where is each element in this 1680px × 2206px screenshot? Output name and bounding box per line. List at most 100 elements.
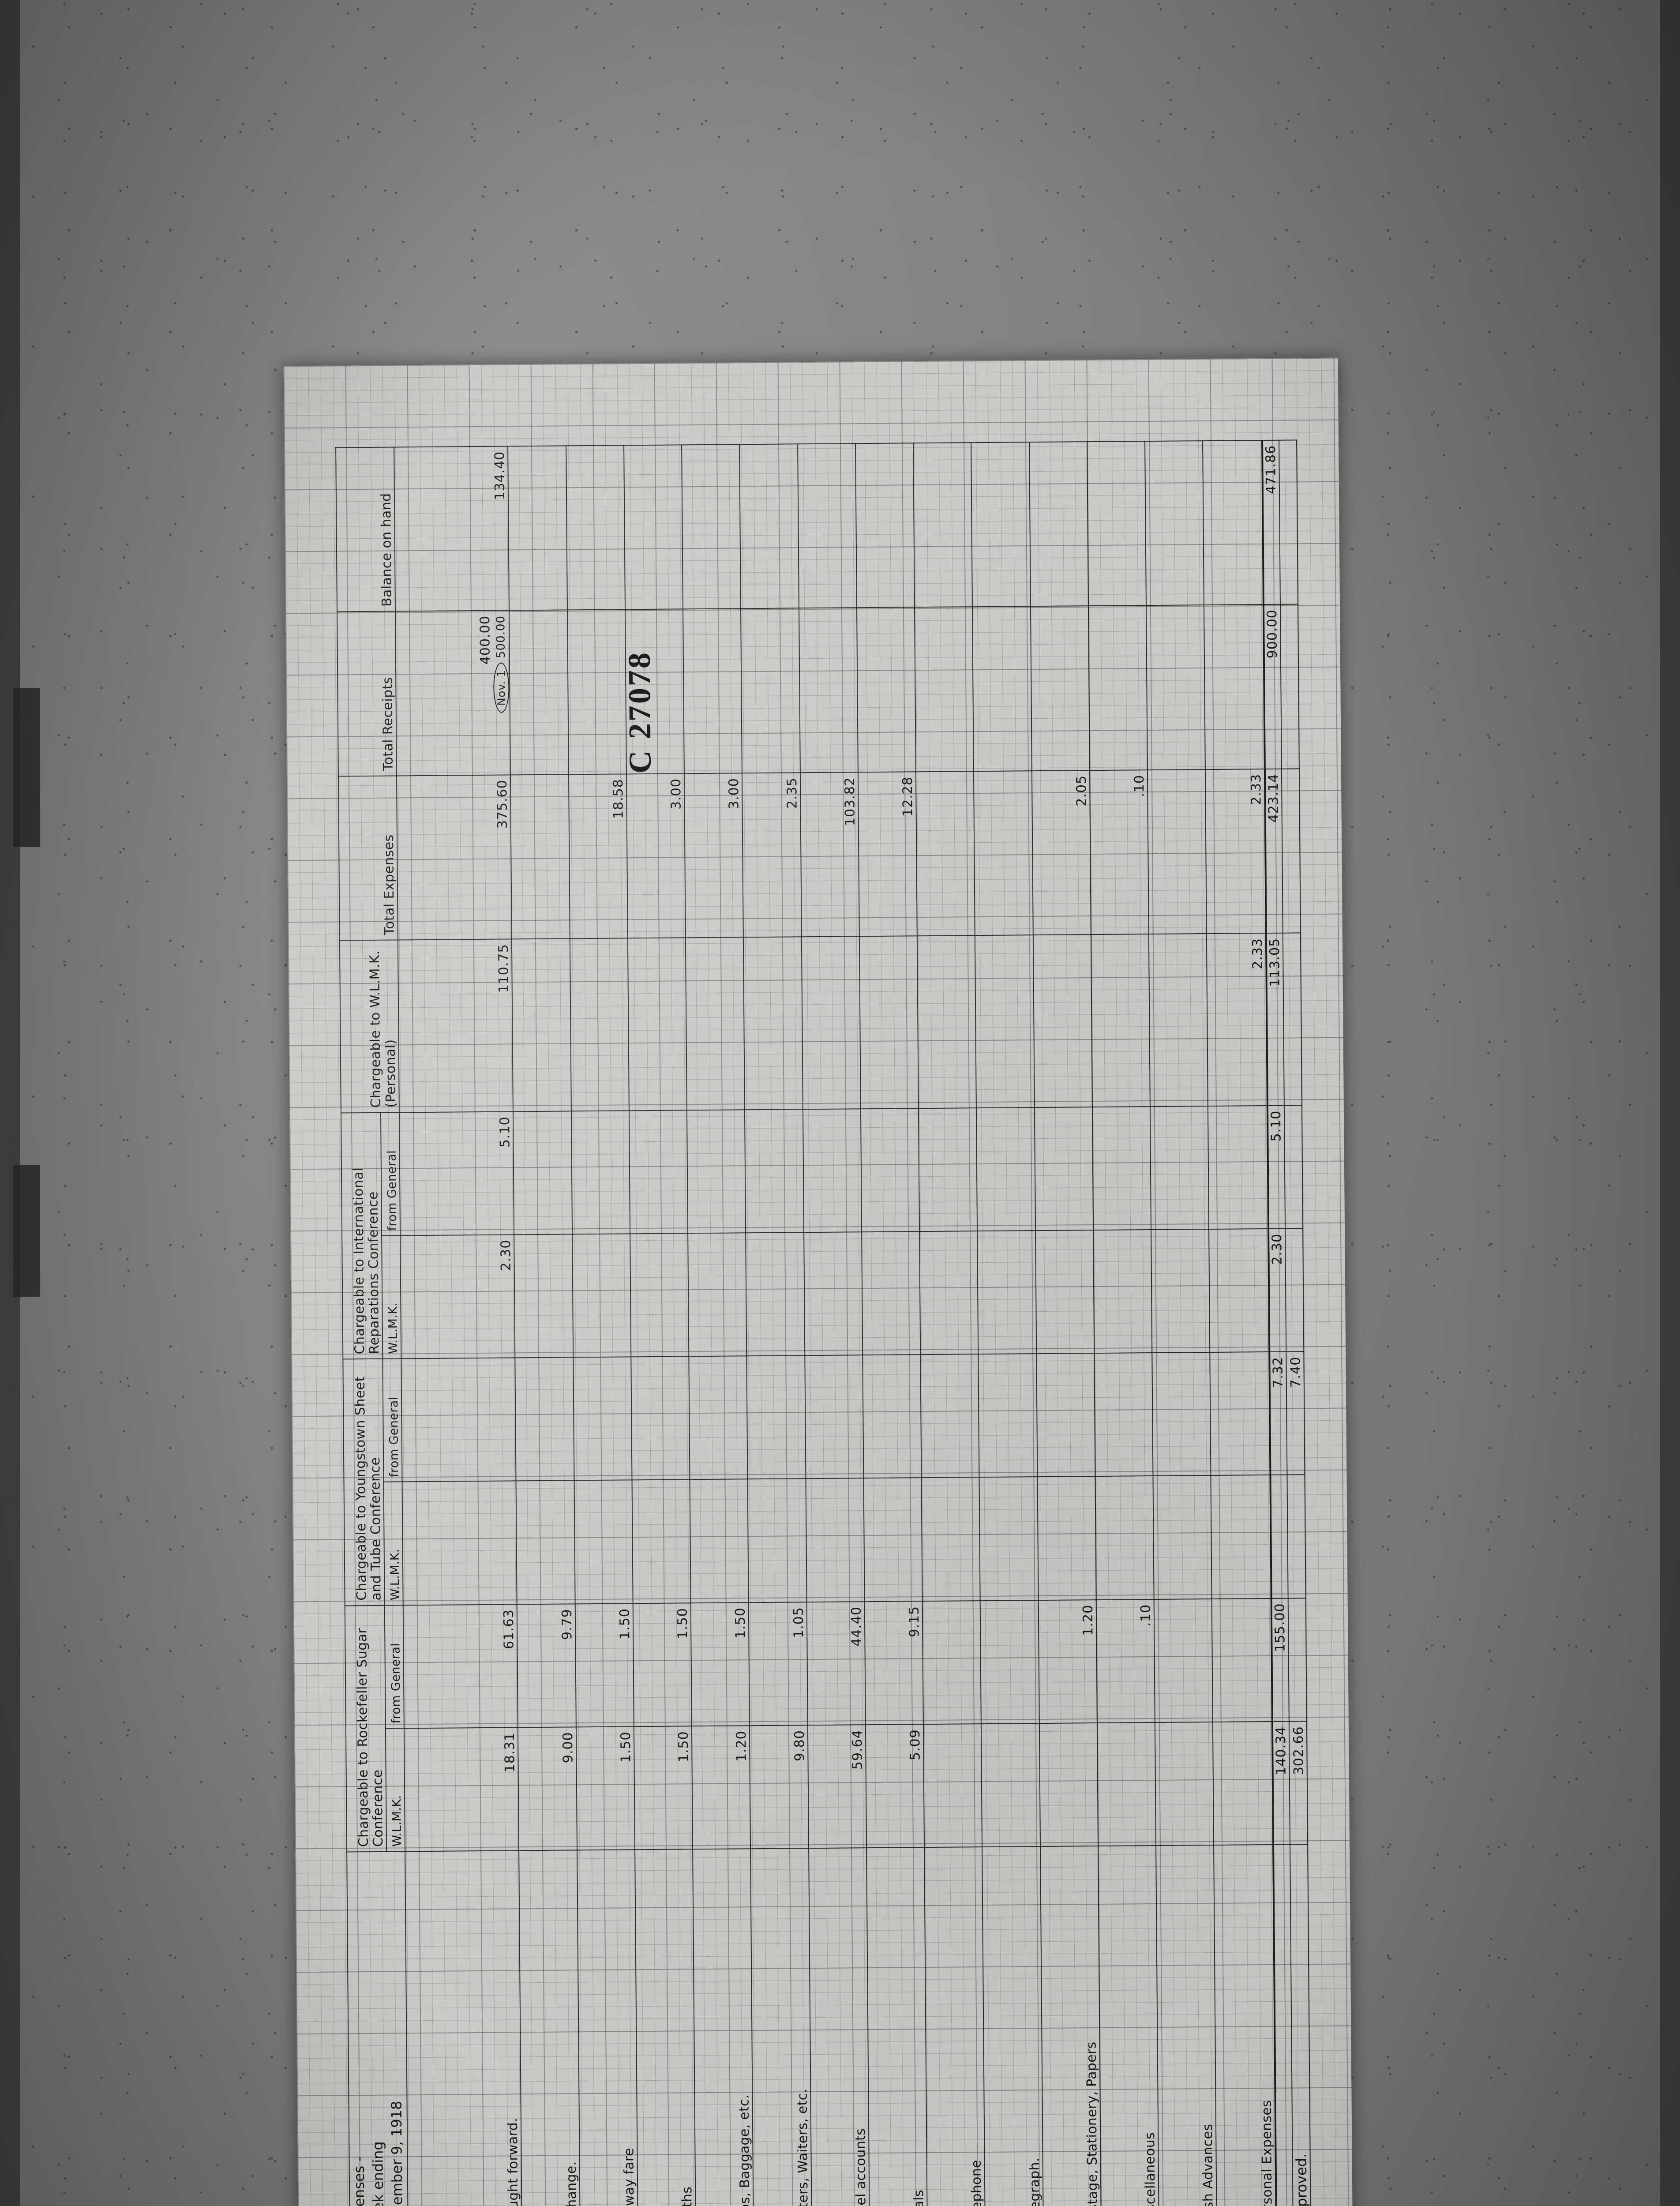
row-label: Postage, Stationery, Papers bbox=[1040, 1846, 1101, 2206]
cell-youngstown-wlmk bbox=[402, 1481, 518, 1606]
cell-total-receipts bbox=[683, 608, 742, 774]
header-total-expenses: Total Expenses bbox=[338, 776, 398, 941]
film-edge-left bbox=[0, 0, 20, 2206]
cell-total-receipts bbox=[567, 609, 626, 775]
cell-rockefeller-wlmk bbox=[980, 1600, 1039, 1724]
header-youngstown-wlmk: W.L.M.K. bbox=[383, 1482, 403, 1606]
cell-rockefeller-wlmk: 9.79 bbox=[517, 1604, 576, 1728]
cell-youngstown-general bbox=[631, 1356, 690, 1480]
header-rockefeller-group: Chargeable to Rockefeller Sugar Conferen… bbox=[345, 1605, 386, 1852]
film-sprocket-mark bbox=[13, 1165, 40, 1297]
cell-international-general bbox=[571, 1111, 630, 1234]
cell-balance-on-hand bbox=[1203, 440, 1264, 605]
cell-rockefeller-general bbox=[1097, 1722, 1156, 1846]
cell-rockefeller-general bbox=[1155, 1722, 1214, 1846]
totals-wlmk-personal: 113.05 bbox=[1266, 933, 1285, 1106]
title-line-1: Expenses - bbox=[350, 2156, 368, 2206]
grand-total-spacer-h bbox=[1279, 440, 1298, 605]
cell-rockefeller-general: 9.00 bbox=[518, 1727, 577, 1851]
cell-youngstown-general bbox=[689, 1356, 748, 1480]
cell-wlmk-personal bbox=[975, 935, 1035, 1108]
cell-international-general bbox=[802, 1109, 862, 1233]
cell-total-receipts bbox=[741, 608, 800, 773]
cell-international-wlmk bbox=[861, 1231, 921, 1355]
cell-international-general: 5.10 bbox=[399, 1111, 514, 1236]
cell-total-expenses: 2.35 bbox=[742, 772, 802, 938]
film-sprocket-mark bbox=[13, 688, 40, 847]
expense-ledger-table: Expenses - Week ending November 9, 1918 … bbox=[335, 439, 1311, 2206]
cell-international-wlmk bbox=[688, 1233, 747, 1357]
cell-youngstown-wlmk bbox=[863, 1478, 922, 1602]
title-line-2: Week ending bbox=[369, 2141, 387, 2206]
cell-balance-on-hand bbox=[1029, 442, 1088, 607]
cell-wlmk-personal: 110.75 bbox=[398, 939, 514, 1113]
row-label: Telegraph. bbox=[982, 1846, 1043, 2206]
cell-rockefeller-general: 5.09 bbox=[865, 1724, 925, 1848]
cell-total-receipts bbox=[915, 607, 974, 772]
row-label: Hotel accounts bbox=[808, 1848, 870, 2206]
cell-rockefeller-general: 1.20 bbox=[692, 1726, 751, 1850]
cell-rockefeller-general: 9.80 bbox=[750, 1725, 809, 1849]
cell-rockefeller-wlmk: .10 bbox=[1096, 1599, 1155, 1723]
cell-youngstown-wlmk bbox=[921, 1477, 981, 1601]
cell-international-general bbox=[745, 1109, 804, 1233]
row-label: Meals bbox=[866, 1847, 928, 2206]
cell-total-receipts bbox=[1030, 606, 1090, 771]
receipt-note-date: Nov. 1 bbox=[493, 662, 510, 713]
cell-total-expenses: .10 bbox=[1089, 769, 1149, 935]
ledger-title-cell: Expenses - Week ending November 9, 1918 bbox=[347, 1851, 408, 2206]
cell-balance-on-hand bbox=[566, 445, 625, 610]
cell-rockefeller-wlmk: 9.15 bbox=[864, 1601, 923, 1725]
cell-international-wlmk bbox=[572, 1234, 631, 1358]
cell-international-general bbox=[919, 1108, 978, 1232]
cell-youngstown-general bbox=[1036, 1353, 1095, 1477]
cell-balance-on-hand bbox=[1087, 441, 1147, 606]
cell-youngstown-general bbox=[1210, 1352, 1271, 1476]
cell-balance-on-hand bbox=[624, 445, 683, 610]
cell-total-expenses: 2.05 bbox=[1031, 770, 1091, 935]
cell-youngstown-general bbox=[573, 1357, 632, 1481]
cell-total-expenses bbox=[916, 771, 975, 936]
cell-youngstown-wlmk bbox=[690, 1479, 749, 1603]
row-label: Miscellaneous bbox=[1098, 1846, 1159, 2206]
header-rockefeller-general: from General bbox=[384, 1605, 404, 1729]
ledger-sheet: Expenses - Week ending November 9, 1918 … bbox=[283, 357, 1354, 2206]
cell-total-expenses bbox=[510, 774, 570, 939]
cell-youngstown-wlmk bbox=[1153, 1475, 1212, 1599]
cell-total-expenses: 375.60 bbox=[396, 775, 512, 940]
header-rockefeller-wlmk: W.L.M.K. bbox=[385, 1728, 405, 1852]
row-label: Railway fare bbox=[577, 1850, 638, 2206]
row-label: Brought forward. bbox=[405, 1850, 522, 2206]
cell-youngstown-general bbox=[746, 1355, 806, 1479]
row-label: Cash Advances bbox=[1156, 1845, 1217, 2206]
cell-wlmk-personal bbox=[743, 937, 803, 1110]
cell-youngstown-wlmk bbox=[574, 1480, 633, 1604]
cell-total-receipts bbox=[856, 607, 916, 772]
header-international-group: Chargeable to International Reparations … bbox=[341, 1112, 383, 1359]
row-label: Exchange. bbox=[519, 1850, 580, 2206]
receipt-note-amount: 500.00 bbox=[494, 615, 508, 659]
cell-total-expenses: 103.82 bbox=[800, 772, 859, 937]
cell-international-wlmk bbox=[1209, 1229, 1270, 1353]
cell-youngstown-wlmk bbox=[632, 1479, 691, 1604]
cell-balance-on-hand bbox=[855, 443, 915, 608]
cell-total-receipts bbox=[799, 608, 858, 773]
totals-balance-on-hand: 471.86 bbox=[1262, 440, 1281, 605]
cell-rockefeller-wlmk: 61.63 bbox=[403, 1604, 518, 1729]
grand-total-spacer-a bbox=[1288, 1598, 1307, 1722]
cell-balance-on-hand: 134.40 bbox=[394, 446, 510, 612]
cell-international-general bbox=[1034, 1107, 1093, 1231]
cell-wlmk-personal bbox=[686, 937, 745, 1111]
cell-rockefeller-wlmk: 1.20 bbox=[1038, 1599, 1097, 1724]
receipt-annotation: Nov. 1 500.00 bbox=[493, 615, 510, 770]
header-total-receipts: Total Receipts bbox=[337, 611, 397, 777]
cell-wlmk-personal bbox=[1033, 934, 1092, 1107]
cell-rockefeller-general bbox=[1039, 1722, 1098, 1847]
cell-youngstown-general bbox=[515, 1357, 574, 1481]
cell-international-wlmk bbox=[919, 1231, 979, 1355]
cell-rockefeller-wlmk: 1.50 bbox=[690, 1602, 750, 1726]
ledger-table-wrapper: Expenses - Week ending November 9, 1918 … bbox=[319, 413, 1318, 2206]
cell-wlmk-personal bbox=[627, 938, 687, 1111]
cell-international-general bbox=[860, 1108, 920, 1232]
cell-total-expenses: 2.33 bbox=[1205, 769, 1266, 934]
